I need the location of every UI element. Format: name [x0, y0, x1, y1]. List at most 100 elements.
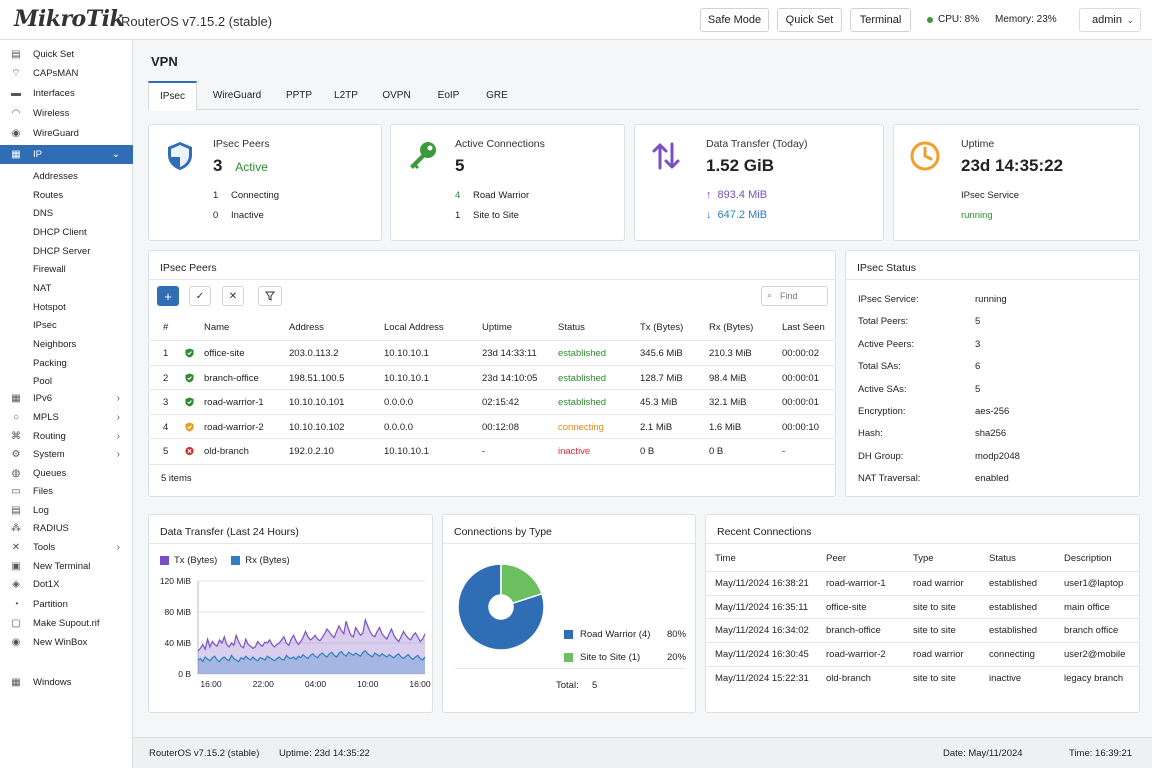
peers-inactive-row: 0 Inactive [213, 210, 264, 221]
sidebar-subitem-hotspot[interactable]: Hotspot [33, 301, 66, 313]
legend-tx-label: Tx (Bytes) [174, 555, 218, 566]
recent-col-header[interactable]: Time [715, 553, 736, 564]
peers-col-header[interactable]: Name [204, 322, 230, 333]
sidebar-item-mpls[interactable]: ○ MPLS › [0, 408, 133, 427]
sidebar-subitem-routes[interactable]: Routes [33, 189, 64, 201]
filter-button[interactable] [258, 286, 282, 306]
quick-set-button[interactable]: Quick Set [777, 8, 842, 32]
status-key: Total SAs: [858, 361, 901, 373]
peer-tx: 0 B [640, 446, 655, 458]
list-item[interactable]: May/11/2024 16:30:45 road-warrior-2 road w… [707, 642, 1139, 666]
sidebar-subitem-dns[interactable]: DNS [33, 208, 54, 220]
sidebar-subitem-addresses[interactable]: Addresses [33, 171, 78, 182]
peers-col-header[interactable]: Status [558, 322, 585, 333]
status-key: Active SAs: [858, 383, 907, 395]
memory-usage: Memory: 23% [995, 14, 1057, 25]
recent-col-header[interactable]: Status [989, 553, 1016, 564]
pie-legend-label: Road Warrior (4) [580, 629, 651, 640]
sidebar-item-make-supout-rif[interactable]: ▢ Make Supout.rif [0, 614, 133, 633]
find-input[interactable] [761, 286, 828, 306]
supout-icon: ▢ [11, 617, 21, 629]
user-menu[interactable]: admin ⌄ [1079, 8, 1141, 32]
terminal-button[interactable]: Terminal [850, 8, 911, 32]
sidebar-item-system[interactable]: ⚙ System › [0, 445, 133, 464]
peers-col-header[interactable]: # [163, 322, 169, 333]
list-item[interactable]: May/11/2024 16:34:02 branch-office site to… [707, 618, 1139, 642]
table-row[interactable]: 2 branch-office 198.51.100.5 10.10.10.1 23d … [150, 364, 834, 390]
connections-chart-title: Connections by Type [454, 526, 552, 538]
peers-col-header[interactable]: Uptime [482, 322, 513, 333]
peers-col-header[interactable]: Local Address [384, 322, 444, 333]
footer-date: Date: May/11/2024 [943, 748, 1023, 759]
sidebar-item-label: IPv6 [33, 393, 53, 404]
ipsec-status-title: IPsec Status [857, 262, 916, 274]
arrow-up-icon: ↑ [706, 189, 712, 201]
peers-col-header[interactable]: Tx (Bytes) [640, 322, 684, 333]
connections-stat-label: Active Connections [455, 138, 545, 150]
sidebar-item-log[interactable]: ▤ Log [0, 501, 133, 520]
enable-button[interactable]: ✓ [189, 286, 211, 306]
list-item[interactable]: May/11/2024 15:22:31 old-branch site to si… [707, 665, 1139, 690]
list-item[interactable]: May/11/2024 16:35:11 office-site site to s… [707, 594, 1139, 619]
safe-mode-button[interactable]: Safe Mode [700, 8, 769, 32]
recent-col-header[interactable]: Description [1064, 553, 1112, 564]
sidebar-item-interfaces[interactable]: ▬ Interfaces [0, 84, 133, 103]
log-icon: ▤ [11, 504, 21, 516]
recent-col-header[interactable]: Peer [826, 553, 847, 564]
tab-ipsec[interactable]: IPsec [148, 81, 197, 111]
sidebar-item-queues[interactable]: ◍ Queues [0, 464, 133, 483]
sidebar-item-capsman[interactable]: ⌔ CAPsMAN [0, 64, 133, 83]
peer-uptime: 00:12:08 [482, 421, 519, 433]
sidebar-item-new-terminal[interactable]: ▣ New Terminal [0, 557, 133, 576]
recent-col-header[interactable]: Type [913, 553, 934, 564]
sidebar-subitem-packing[interactable]: Packing [33, 357, 67, 369]
add-peer-button[interactable]: + [157, 286, 179, 306]
quickset-icon: ▤ [11, 48, 21, 60]
peers-col-header[interactable]: Rx (Bytes) [709, 322, 754, 333]
sidebar-subitem-ipsec[interactable]: IPsec [33, 320, 57, 332]
close-icon: ✕ [228, 290, 238, 302]
sidebar-subitem-firewall[interactable]: Firewall [33, 264, 66, 276]
check-icon: ✓ [195, 290, 205, 302]
disable-button[interactable]: ✕ [222, 286, 244, 306]
sidebar-item-partition[interactable]: ◔ Partition [0, 595, 133, 614]
tab-pptp[interactable]: PPTP [285, 90, 313, 101]
tab-eoip[interactable]: EoIP [437, 90, 460, 101]
peer-local-address: 10.10.10.1 [384, 446, 429, 458]
chevron-down-icon: ⌄ [111, 149, 120, 160]
sidebar-subitem-neighbors[interactable]: Neighbors [33, 338, 77, 350]
sidebar-item-files[interactable]: ▭ Files [0, 482, 133, 501]
sidebar-item-new-winbox[interactable]: ◉ New WinBox [0, 633, 133, 652]
peer-rx: 32.1 MiB [709, 397, 747, 409]
sidebar-item-ip[interactable]: ▦ IP ⌄ [0, 145, 133, 164]
sidebar-item-radius[interactable]: ⁂ RADIUS [0, 519, 133, 538]
table-row[interactable]: 1 office-site 203.0.113.2 10.10.10.1 23d 14:… [150, 340, 834, 365]
table-row[interactable]: 3 road-warrior-1 10.10.10.101 0.0.0.0 02:15:… [150, 389, 834, 414]
sidebar-item-dot1x[interactable]: ◈ Dot1X [0, 575, 133, 594]
sidebar-subitem-dhcp-server[interactable]: DHCP Server [33, 245, 91, 257]
tab-l2tp[interactable]: L2TP [334, 90, 358, 101]
upload-row: ↑ 893.4 MiB [706, 189, 768, 201]
peers-col-header[interactable]: Address [289, 322, 324, 333]
total-value: 5 [592, 680, 598, 691]
peers-col-header[interactable]: Last Seen [782, 322, 825, 333]
table-row[interactable]: 4 road-warrior-2 10.10.10.102 0.0.0.0 00:12:… [150, 413, 834, 439]
tab-ovpn[interactable]: OVPN [382, 90, 411, 101]
sidebar-item-quick-set[interactable]: ▤ Quick Set [0, 45, 133, 64]
tab-wireguard[interactable]: WireGuard [212, 90, 262, 101]
sidebar-subitem-pool[interactable]: Pool [33, 376, 53, 388]
sidebar-subitem-dhcp-client[interactable]: DHCP Client [33, 226, 87, 238]
sidebar-item-ipv6[interactable]: ▦ IPv6 › [0, 389, 133, 408]
pie-legend-percent: 80% [667, 629, 687, 640]
status-value: 5 [975, 383, 981, 395]
list-item[interactable]: May/11/2024 16:38:21 road-warrior-1 road w… [707, 571, 1139, 595]
sidebar-item-wireguard[interactable]: ◉ WireGuard [0, 124, 133, 143]
status-key: Active Peers: [858, 338, 914, 350]
sidebar-item-routing[interactable]: ⌘ Routing › [0, 427, 133, 446]
tab-gre[interactable]: GRE [486, 90, 508, 101]
sidebar-item-wireless[interactable]: ◠ Wireless [0, 104, 133, 123]
table-row[interactable]: 5 old-branch 192.0.2.10 10.10.10.1 - inactive… [150, 438, 834, 463]
sidebar-item-windows[interactable]: ▦ Windows [0, 673, 133, 692]
sidebar-subitem-nat[interactable]: NAT [33, 282, 52, 294]
sidebar-item-tools[interactable]: ✕ Tools › [0, 538, 133, 557]
